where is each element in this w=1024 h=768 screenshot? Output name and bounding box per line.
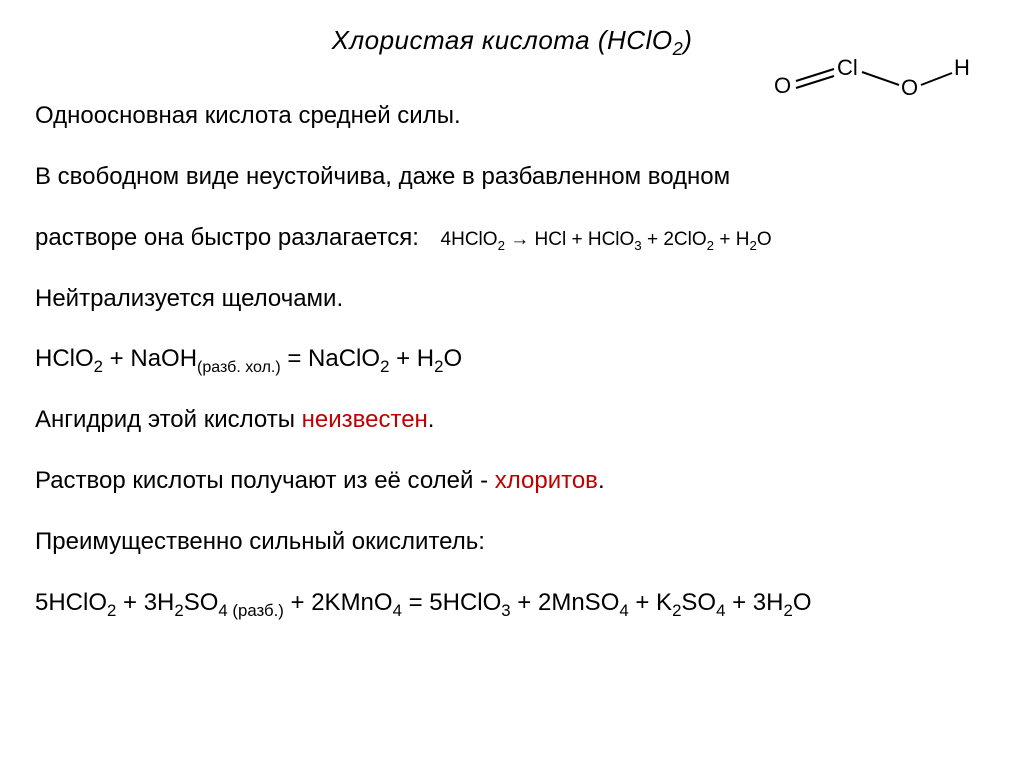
red-chlorites: хлоритов [495,467,598,494]
line-unstable-2: растворе она быстро разлагается: 4HClO2 … [35,212,989,265]
neutralization-equation: HClO2 + NaOH(разб. хол.) = NaClO2 + H2O [35,333,989,386]
single-bond-1 [862,72,899,85]
double-bond-2 [796,76,834,88]
atom-o1: O [774,73,791,98]
line-oxidizer: Преимущественно сильный окислитель: [35,516,989,569]
title-formula: (HClO2) [598,25,693,55]
line-neutralize: Нейтрализуется щелочами. [35,273,989,326]
line-anhydride: Ангидрид этой кислоты неизвестен. [35,394,989,447]
atom-cl: Cl [837,55,858,80]
line-unstable-1: В свободном виде неустойчива, даже в раз… [35,151,989,204]
molecular-structure-diagram: O Cl O H [769,55,969,135]
red-unknown: неизвестен [302,406,428,433]
oxidation-equation: 5HClO2 + 3H2SO4 (разб.) + 2KMnO4 = 5HClO… [35,577,989,630]
single-bond-2 [921,73,952,85]
atom-h: H [954,55,969,80]
structure-svg: O Cl O H [769,55,969,130]
atom-o2: O [901,75,918,100]
title-text: Хлористая кислота [332,25,591,55]
line-chlorites: Раствор кислоты получают из её солей - х… [35,455,989,508]
double-bond-1 [796,69,834,81]
content-body: Одноосновная кислота средней силы. В сво… [35,90,989,629]
decomposition-equation: 4HClO2 → HCl + HClO3 + 2ClO2 + H2O [441,229,772,250]
